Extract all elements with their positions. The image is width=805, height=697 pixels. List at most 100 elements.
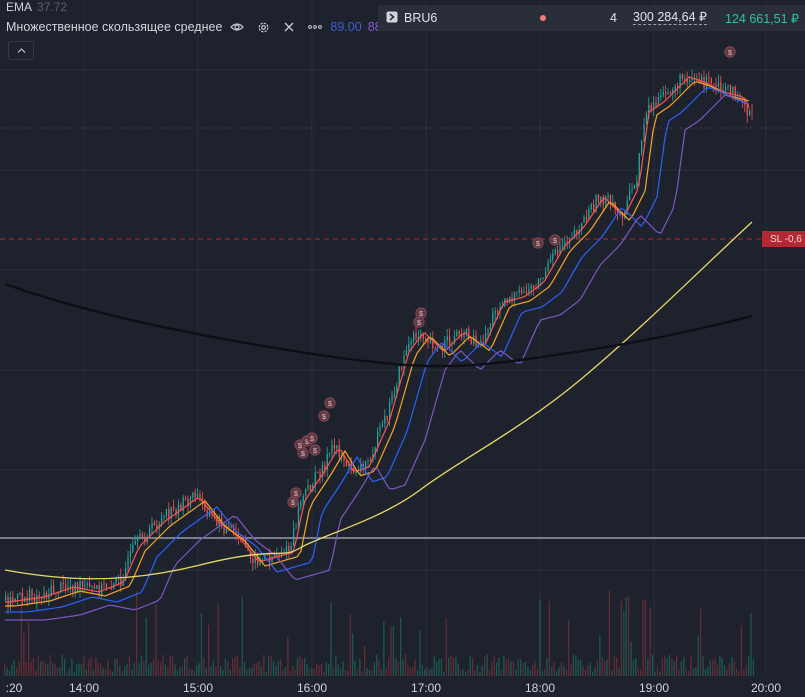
candle-body xyxy=(103,583,105,585)
volume-bar xyxy=(553,662,555,676)
time-axis[interactable]: :20 14:00 15:00 16:00 17:00 18:00 19:00 … xyxy=(0,676,805,697)
volume-bar xyxy=(330,602,332,676)
svg-text:$: $ xyxy=(313,446,318,455)
candle-body xyxy=(386,415,388,421)
ticker-name[interactable]: BRU6 xyxy=(404,11,438,25)
volume-bar xyxy=(750,613,752,676)
volume-bar xyxy=(383,621,385,676)
volume-bar xyxy=(356,670,359,676)
volume-bar xyxy=(244,662,246,676)
svg-text:$: $ xyxy=(328,399,333,408)
volume-bar xyxy=(704,669,707,676)
candle-body xyxy=(230,526,232,528)
volume-bar xyxy=(733,661,735,676)
candle-body xyxy=(497,311,499,313)
volume-bar xyxy=(222,669,224,676)
volume-bar xyxy=(6,667,8,676)
volume-bar xyxy=(128,655,131,676)
position-value[interactable]: 300 284,64 ₽ xyxy=(633,10,707,25)
volume-bar xyxy=(23,632,25,676)
volume-bar xyxy=(666,657,668,676)
volume-bar xyxy=(390,626,392,676)
candle-body xyxy=(393,392,396,396)
gear-icon[interactable] xyxy=(252,19,274,35)
volume-bar xyxy=(335,655,337,676)
candle-body xyxy=(115,577,117,584)
candle-body xyxy=(360,463,362,472)
svg-text:$: $ xyxy=(553,236,558,245)
dividend-dollar-icon: $ xyxy=(306,432,318,444)
volume-bar xyxy=(546,657,548,676)
svg-text:$: $ xyxy=(294,489,299,498)
volume-bar xyxy=(623,611,625,676)
volume-bar xyxy=(649,607,651,676)
volume-bar xyxy=(68,668,71,676)
candle-body xyxy=(727,85,729,87)
volume-bar xyxy=(400,617,402,676)
candle-body xyxy=(662,92,664,96)
ema-legend[interactable]: EMA 37.72 xyxy=(6,0,67,14)
volume-bar xyxy=(246,669,248,676)
position-bar[interactable]: BRU6 4 300 284,64 ₽ 124 661,51 ₽ xyxy=(378,5,805,31)
volume-bar xyxy=(20,592,23,676)
volume-bar xyxy=(61,654,63,676)
volume-bar xyxy=(208,624,210,676)
more-icon[interactable] xyxy=(304,19,326,35)
candle-body xyxy=(283,553,285,555)
volume-bar xyxy=(131,669,133,676)
volume-bar xyxy=(402,659,404,676)
volume-bar xyxy=(268,656,270,676)
volume-bar xyxy=(421,664,423,676)
candle-body xyxy=(480,341,482,343)
candle-body xyxy=(105,583,108,588)
candle-body xyxy=(381,423,384,427)
volume-bar xyxy=(652,654,654,676)
volume-bar xyxy=(517,659,519,676)
candle-body xyxy=(389,401,391,421)
candle-body xyxy=(319,472,321,478)
volume-bar xyxy=(318,664,320,676)
svg-text:$: $ xyxy=(419,309,424,318)
candle-body xyxy=(717,82,720,87)
volume-bar xyxy=(311,667,313,676)
ma-legend[interactable]: Множественное скользящее среднее 89.00 8… xyxy=(6,19,399,35)
volume-bar xyxy=(457,663,459,676)
candle-body xyxy=(261,558,264,560)
volume-bar xyxy=(486,654,488,676)
candle-body xyxy=(367,460,369,462)
volume-bar xyxy=(440,658,443,676)
candle-body xyxy=(156,525,158,529)
collapse-legend-button[interactable] xyxy=(8,41,34,60)
volume-bar xyxy=(296,657,299,676)
volume-bar xyxy=(388,657,390,676)
volume-bar xyxy=(342,661,344,676)
volume-bar xyxy=(536,668,539,676)
candle-body xyxy=(492,313,494,327)
volume-bar xyxy=(512,661,515,676)
volume-bar xyxy=(565,669,567,676)
volume-bar xyxy=(253,663,255,676)
candle-body xyxy=(401,366,403,369)
candle-body xyxy=(278,554,280,557)
volume-bar xyxy=(731,657,733,676)
volume-bar xyxy=(181,666,183,676)
candle-body xyxy=(681,74,684,79)
volume-bar xyxy=(745,666,747,676)
candle-body xyxy=(228,526,230,528)
candle-body xyxy=(638,153,640,182)
candle-body xyxy=(600,196,602,202)
candle-body xyxy=(297,506,300,528)
time-label: 20:00 xyxy=(750,681,782,695)
candle-body xyxy=(576,229,578,235)
volume-bar xyxy=(169,655,171,676)
candle-body xyxy=(545,270,547,279)
volume-bar xyxy=(676,655,678,676)
eye-icon[interactable] xyxy=(226,19,248,35)
ma-black-line xyxy=(4,282,753,368)
volume-bar xyxy=(508,658,510,676)
ma-yellow-line xyxy=(4,221,753,580)
volume-bar xyxy=(80,663,83,676)
stop-loss-label[interactable]: SL -0,6 xyxy=(762,231,805,247)
close-icon[interactable] xyxy=(278,19,300,35)
